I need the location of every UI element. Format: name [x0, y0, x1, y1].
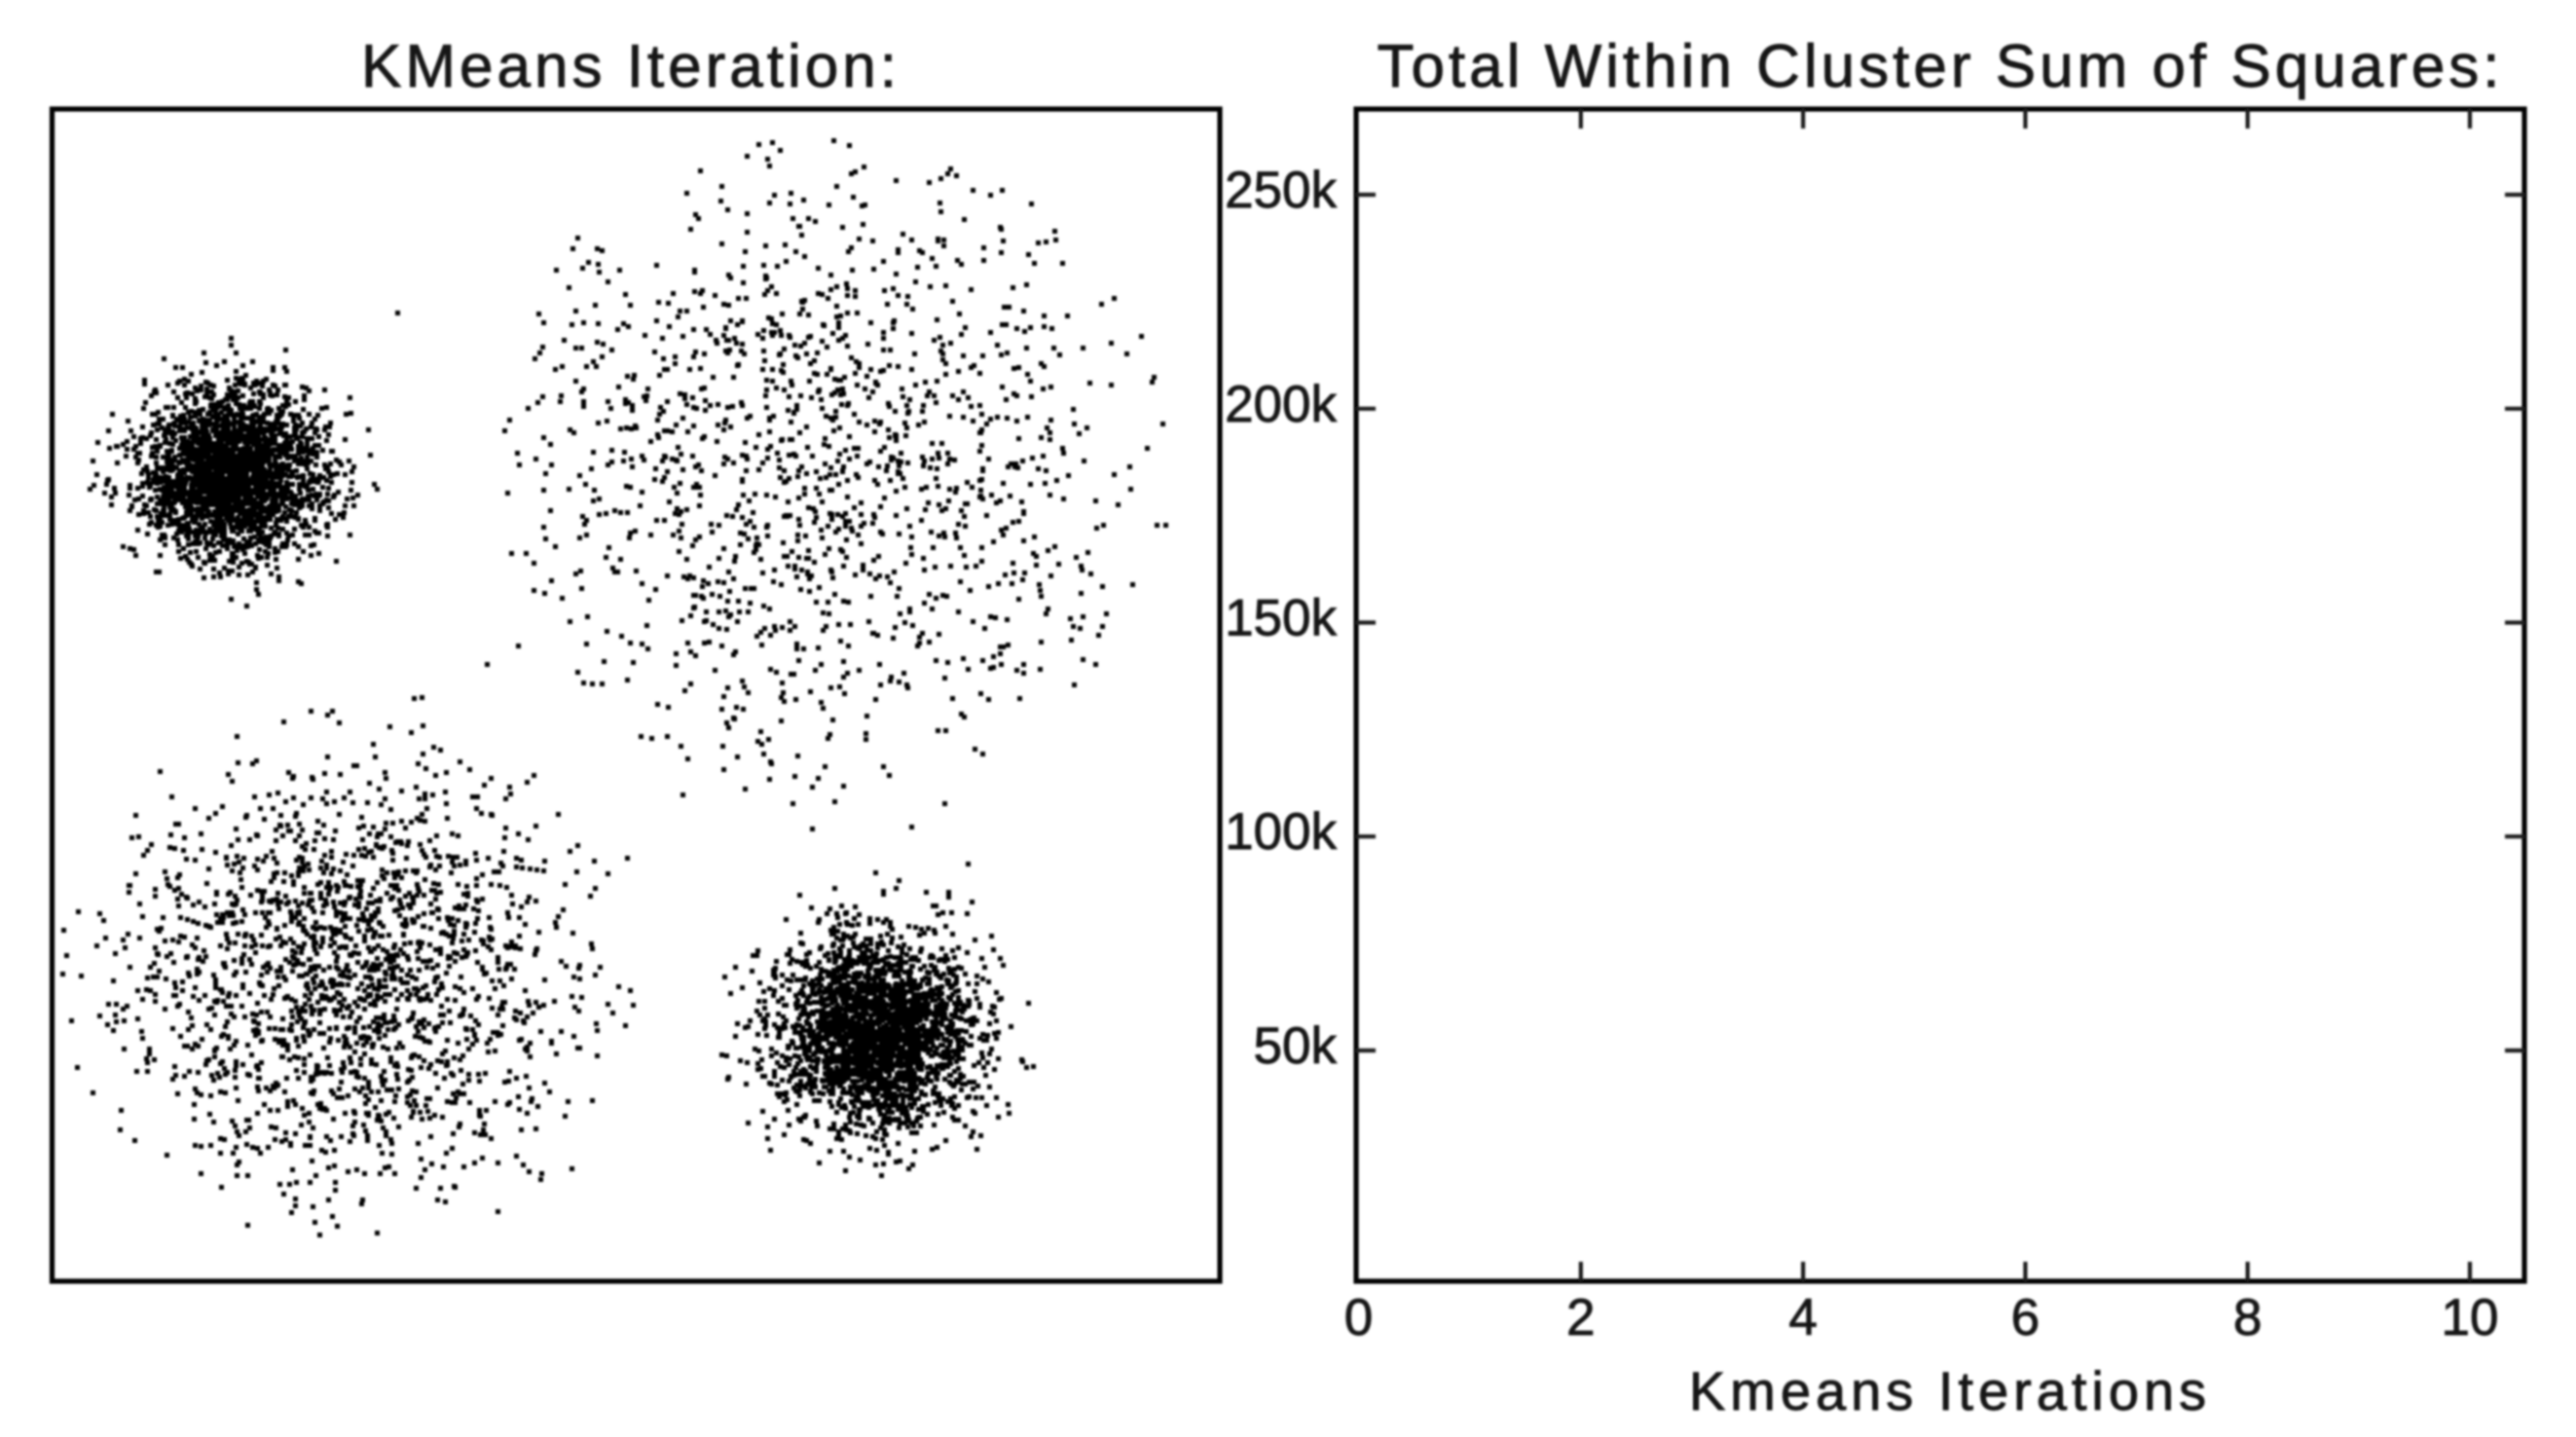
svg-text:6: 6 — [2011, 1289, 2040, 1346]
svg-text:200k: 200k — [1225, 376, 1337, 433]
svg-text:4: 4 — [1788, 1289, 1817, 1346]
svg-text:Total Within Cluster Sum of Sq: Total Within Cluster Sum of Squares: — [1377, 33, 2503, 100]
svg-text:250k: 250k — [1225, 162, 1337, 219]
svg-text:150k: 150k — [1225, 590, 1337, 647]
svg-text:KMeans Iteration:: KMeans Iteration: — [361, 33, 901, 100]
svg-text:0: 0 — [1344, 1289, 1373, 1346]
svg-text:10: 10 — [2442, 1289, 2499, 1346]
svg-text:2: 2 — [1566, 1289, 1595, 1346]
svg-text:100k: 100k — [1225, 803, 1337, 861]
svg-text:50k: 50k — [1254, 1017, 1338, 1075]
svg-text:8: 8 — [2233, 1289, 2262, 1346]
svg-text:Kmeans Iterations: Kmeans Iterations — [1689, 1360, 2211, 1421]
